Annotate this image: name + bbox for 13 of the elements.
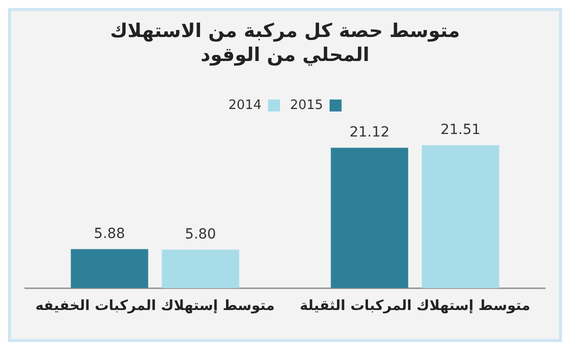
data-label: 5.80 xyxy=(184,226,216,242)
x-tick-label: متوسط إستهلاك المركبات الثقيلة xyxy=(300,298,530,314)
data-label: 5.88 xyxy=(94,226,126,242)
legend-label: 2014 xyxy=(228,98,262,113)
bar xyxy=(162,250,240,288)
bar xyxy=(70,249,148,288)
bar xyxy=(422,145,500,288)
bar xyxy=(330,148,408,288)
data-label: 21.51 xyxy=(440,122,481,138)
chart-title: متوسط حصة كل مركبة من الاستهلاك المحلي من الوقود xyxy=(109,19,461,67)
data-label: 21.12 xyxy=(349,124,390,140)
legend-label: 2015 xyxy=(290,98,324,113)
x-tick-label: متوسط إستهلاك المركبات الخفيفه xyxy=(35,298,275,314)
